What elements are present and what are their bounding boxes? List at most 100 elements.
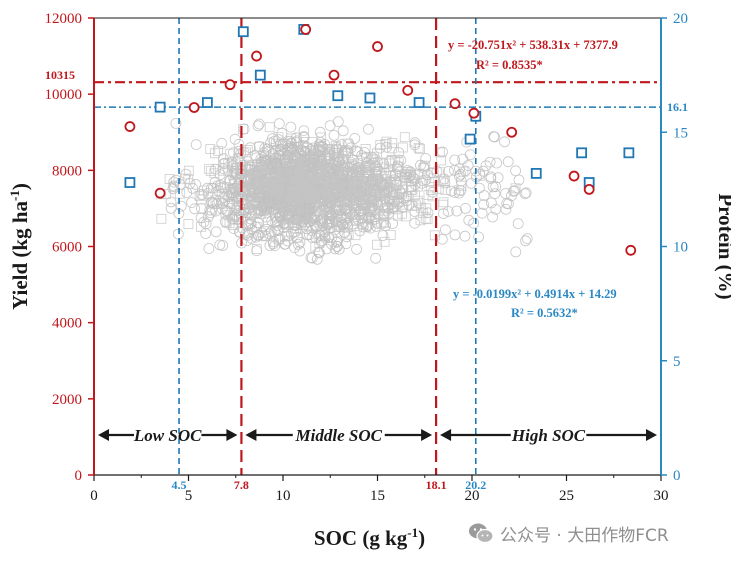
yield-mean-point <box>568 170 580 182</box>
raw-protein-point <box>316 158 327 169</box>
raw-protein-point <box>251 244 262 254</box>
protein-mean-point <box>254 69 266 81</box>
raw-protein-point <box>368 151 379 162</box>
raw-yield-point <box>460 202 471 214</box>
raw-yield-point <box>201 182 213 194</box>
raw-protein-point <box>379 236 390 247</box>
raw-yield-point <box>264 240 276 251</box>
raw-yield-point <box>170 118 182 129</box>
raw-protein-point <box>289 220 300 231</box>
raw-protein-point <box>330 178 341 189</box>
raw-protein-point <box>262 164 273 175</box>
raw-yield-point <box>387 218 399 229</box>
raw-protein-point <box>333 222 344 233</box>
raw-yield-point <box>520 235 531 247</box>
yield-mean-point <box>124 121 136 132</box>
raw-protein-point <box>156 213 167 224</box>
raw-protein-point <box>342 148 353 159</box>
raw-yield-point <box>273 150 285 162</box>
raw-yield-point <box>233 145 245 157</box>
raw-protein-point <box>223 165 234 176</box>
raw-yield-point <box>311 253 323 265</box>
raw-yield-point <box>196 188 208 200</box>
raw-protein-point <box>328 186 339 197</box>
raw-yield-point <box>473 231 485 243</box>
raw-protein-point <box>279 205 290 215</box>
raw-yield-point <box>439 224 451 236</box>
raw-yield-point <box>298 125 310 137</box>
raw-protein-point <box>367 178 378 189</box>
raw-yield-point <box>489 188 501 200</box>
raw-protein-point <box>417 208 428 219</box>
raw-protein-point <box>205 166 216 176</box>
raw-protein-point <box>375 139 386 150</box>
raw-protein-point <box>510 183 521 194</box>
raw-yield-point <box>409 139 421 151</box>
raw-protein-point <box>345 194 356 205</box>
raw-yield-point <box>499 136 511 148</box>
raw-protein-point <box>377 210 388 221</box>
raw-protein-point <box>292 180 303 191</box>
raw-protein-point <box>371 190 382 201</box>
raw-protein-point <box>227 220 238 231</box>
raw-protein-point <box>291 223 302 234</box>
raw-protein-point <box>348 218 359 229</box>
raw-protein-point <box>284 162 295 173</box>
raw-protein-point <box>195 221 206 232</box>
raw-yield-point <box>445 185 457 197</box>
raw-yield-point <box>332 235 343 247</box>
raw-protein-point <box>369 154 380 165</box>
raw-protein-point <box>380 203 390 213</box>
raw-protein-point <box>454 185 464 196</box>
y-right-tick-label: 20 <box>673 11 688 27</box>
raw-protein-point <box>391 180 402 191</box>
raw-protein-point <box>233 153 243 164</box>
raw-protein-point <box>353 158 363 168</box>
raw-protein-point <box>199 185 210 196</box>
raw-protein-point <box>306 222 317 233</box>
raw-yield-point <box>409 217 421 229</box>
raw-yield-point <box>261 143 273 155</box>
region-arrow-head <box>646 429 657 441</box>
raw-protein-point <box>388 187 398 198</box>
raw-protein-point <box>334 199 345 210</box>
raw-protein-point <box>224 218 235 229</box>
raw-yield-point <box>305 252 317 263</box>
raw-protein-point <box>245 164 256 175</box>
raw-yield-point <box>269 144 281 156</box>
raw-protein-point <box>242 227 253 238</box>
raw-protein-point <box>414 143 425 154</box>
raw-protein-point <box>325 143 335 154</box>
y-left-tick-label: 8000 <box>52 163 82 179</box>
raw-protein-point <box>270 196 281 207</box>
raw-protein-point <box>390 177 401 188</box>
raw-yield-point <box>491 157 503 169</box>
yield-r2: R² = 0.8535* <box>476 58 543 72</box>
raw-yield-point <box>190 178 202 190</box>
raw-protein-point <box>252 198 262 209</box>
raw-protein-point <box>310 241 321 252</box>
raw-protein-point <box>233 181 244 191</box>
raw-yield-point <box>500 188 512 199</box>
yield-mean-point <box>449 98 461 110</box>
raw-protein-point <box>219 182 230 192</box>
protein-equation: y = -0.0199x² + 0.4914x + 14.29 <box>453 287 617 301</box>
raw-protein-point <box>298 211 309 222</box>
raw-yield-point <box>513 174 525 186</box>
raw-yield-point <box>333 243 345 255</box>
raw-yield-point <box>451 205 463 217</box>
raw-protein-point <box>292 232 303 243</box>
raw-yield-point <box>315 230 327 242</box>
raw-protein-point <box>378 217 389 228</box>
raw-protein-point <box>207 205 217 216</box>
raw-yield-point <box>306 232 318 244</box>
yield-mean-point <box>328 69 340 81</box>
raw-yield-point <box>360 151 372 163</box>
raw-protein-point <box>351 181 362 192</box>
raw-protein-point <box>343 182 353 193</box>
y-right-tick-label: 0 <box>673 468 681 484</box>
raw-yield-point <box>500 203 512 215</box>
raw-protein-point <box>327 209 338 220</box>
raw-protein-point <box>373 176 384 187</box>
raw-protein-point <box>324 147 335 157</box>
